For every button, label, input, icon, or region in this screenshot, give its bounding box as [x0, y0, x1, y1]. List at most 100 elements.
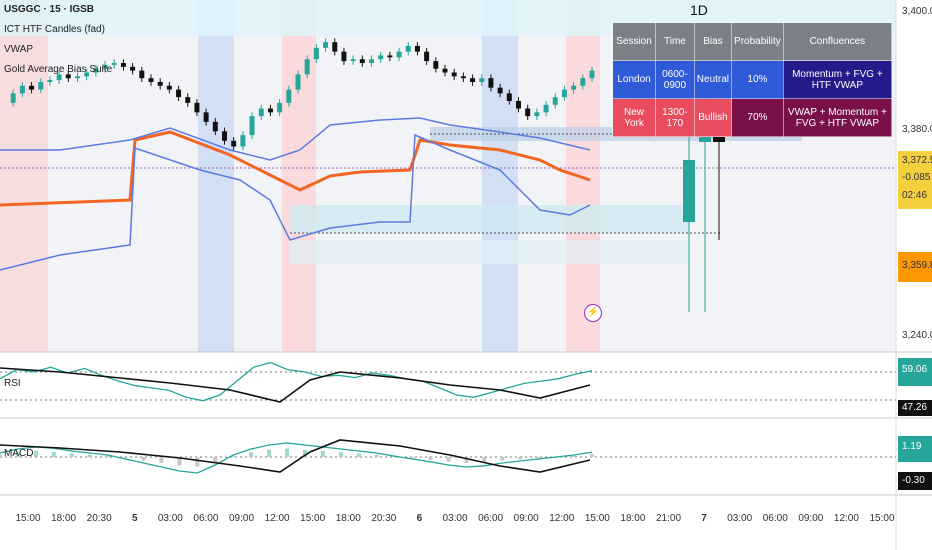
table-cell-confluences: VWAP + Momentum + FVG + HTF VWAP	[782, 98, 893, 137]
candle-down	[506, 93, 512, 101]
candle-down	[497, 87, 503, 94]
candle-up	[75, 76, 80, 79]
candle-up	[396, 51, 402, 58]
rsi-signal-line	[0, 367, 591, 403]
candle-down	[424, 51, 430, 62]
table-header: Session	[611, 22, 657, 61]
rsi-value: 59.06	[902, 364, 928, 375]
time-tick: 20:30	[371, 513, 397, 524]
bar-countdown-label: 02:46	[902, 190, 928, 201]
candle-down	[359, 59, 365, 64]
time-tick: 18:00	[620, 513, 646, 524]
macd-histogram-bar	[338, 452, 343, 457]
table-row: New York 1300-170 Bullish 70% VWAP + Mom…	[611, 98, 893, 137]
table-cell-time: 1300-170	[655, 98, 695, 137]
candle-up	[295, 74, 301, 90]
candle-up	[561, 89, 567, 98]
price-tick: 3,400.00	[902, 6, 932, 17]
candle-down	[222, 131, 227, 141]
table-cell-session: London	[611, 60, 657, 99]
candle-down	[341, 51, 347, 62]
macd-histogram-bar	[123, 457, 128, 459]
rsi-tag2-bg	[898, 400, 932, 416]
candle-down	[414, 45, 420, 52]
time-tick: 12:00	[549, 513, 575, 524]
time-tick: 06:00	[193, 513, 219, 524]
candle-down	[130, 66, 136, 71]
time-tick: 15:00	[15, 513, 41, 524]
macd-histogram-bar	[518, 457, 523, 460]
candle-down	[176, 89, 182, 98]
symbol-title[interactable]: USGGC · 15 · IGSB	[4, 4, 95, 15]
rsi-line	[0, 361, 593, 402]
rsi-pane-label: RSI	[4, 378, 21, 389]
candle-down	[433, 61, 439, 69]
table-cell-session: New York	[611, 98, 657, 137]
macd-histogram-bar	[500, 457, 505, 461]
candle-up	[378, 55, 384, 60]
indicator-legend-htf[interactable]: ICT HTF Candles (fad)	[4, 24, 105, 35]
time-tick: 15:00	[869, 513, 895, 524]
candle-up	[111, 63, 117, 65]
table-cell-probability: 70%	[731, 98, 784, 137]
macd-histogram	[0, 448, 594, 467]
time-tick: 03:00	[157, 513, 183, 524]
candles	[10, 38, 595, 151]
candle-up	[93, 68, 99, 73]
time-tick: 03:00	[442, 513, 468, 524]
macd-histogram-bar	[572, 455, 577, 457]
table-cell-probability: 10%	[731, 60, 784, 99]
indicator-legend-vwap[interactable]: VWAP	[4, 44, 34, 55]
macd-value: 1.19	[902, 441, 922, 452]
candle-up	[580, 78, 586, 86]
candle-down	[65, 74, 71, 79]
time-tick: 5	[131, 513, 138, 524]
time-tick: 15:00	[300, 513, 326, 524]
time-tick: 03:00	[727, 513, 753, 524]
rsi-pane[interactable]	[0, 361, 896, 403]
macd-histogram-bar	[410, 457, 415, 459]
candle-down	[488, 78, 494, 88]
macd-histogram-bar	[285, 448, 290, 457]
macd-histogram-bar	[446, 457, 451, 462]
candle-down	[525, 108, 531, 117]
macd-histogram-bar	[195, 457, 200, 467]
macd-histogram-bar	[464, 457, 469, 463]
macd-histogram-bar	[51, 451, 56, 457]
candle-up	[56, 74, 62, 81]
table-header: Time	[655, 22, 695, 61]
macd-pane-label: MACD	[4, 448, 34, 459]
candle-down	[442, 68, 448, 73]
htf-candle-up	[683, 160, 695, 222]
candle-down	[332, 42, 338, 52]
time-tick: 06:00	[762, 513, 788, 524]
candle-up	[286, 89, 292, 103]
lightning-icon[interactable]: ⚡	[584, 304, 602, 322]
macd-histogram-bar	[141, 457, 146, 461]
macd-histogram-bar	[159, 457, 164, 463]
time-tick: 6	[416, 513, 423, 524]
candle-up	[102, 64, 108, 69]
time-tick: 12:00	[833, 513, 859, 524]
macd-histogram-bar	[33, 451, 38, 457]
table-header: Bias	[693, 22, 733, 61]
time-tick: 18:00	[335, 513, 361, 524]
macd-histogram-bar	[536, 457, 541, 459]
macd-histogram-bar	[105, 455, 110, 457]
macd-histogram-bar	[87, 454, 92, 457]
macd-pane[interactable]	[0, 439, 896, 474]
candle-up	[571, 85, 577, 90]
candle-up	[277, 102, 283, 113]
macd-histogram-bar	[590, 454, 594, 457]
candle-up	[589, 70, 595, 79]
candle-up	[38, 81, 44, 90]
candle-up	[47, 80, 53, 82]
macd-histogram-bar	[249, 452, 254, 457]
time-tick: 09:00	[798, 513, 824, 524]
macd-histogram-bar	[428, 457, 433, 460]
candle-down	[212, 121, 218, 132]
time-tick: 20:30	[86, 513, 112, 524]
indicator-legend-bias[interactable]: Gold Average Bias Suite	[4, 64, 113, 75]
candle-down	[460, 76, 466, 79]
time-tick: 12:00	[264, 513, 290, 524]
